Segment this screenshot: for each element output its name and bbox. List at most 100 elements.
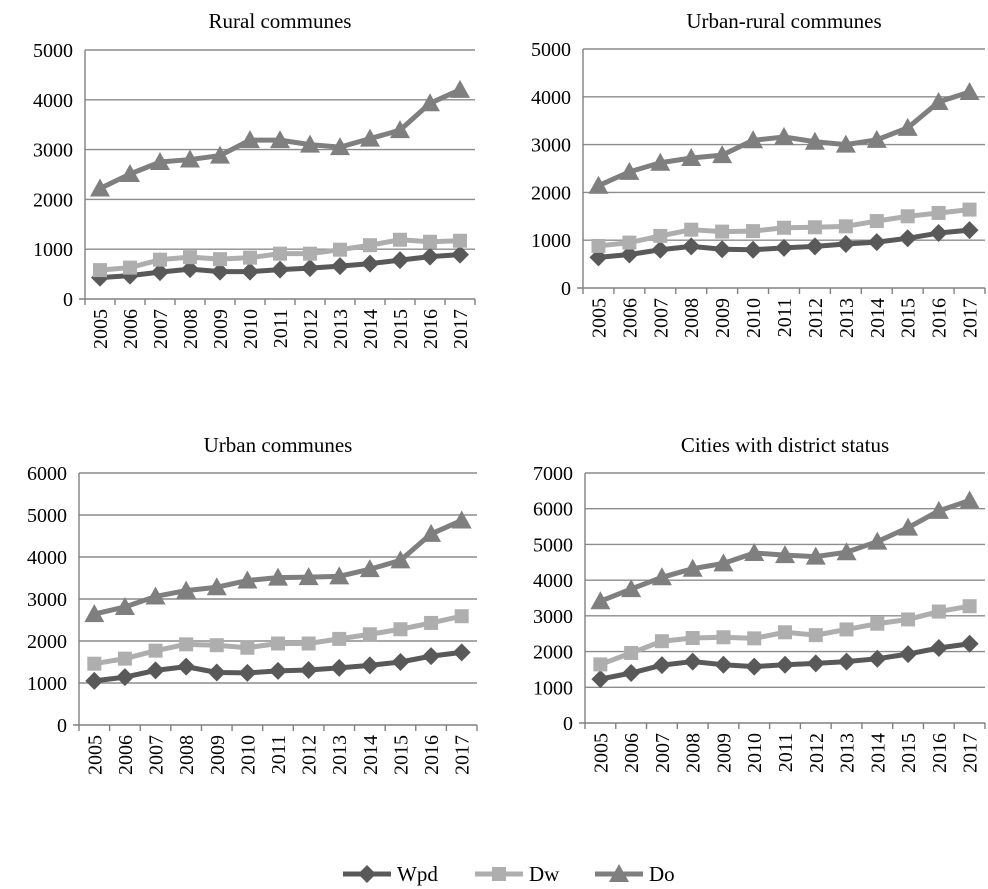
legend: Wpd Dw Do	[343, 862, 675, 886]
y-tick-label: 5000	[531, 39, 571, 61]
data-point-wpd	[451, 245, 469, 264]
y-tick-label: 0	[563, 713, 573, 735]
data-point-dw	[179, 637, 194, 652]
y-tick-label: 6000	[27, 463, 67, 485]
data-point-do	[928, 500, 949, 519]
data-point-do	[329, 566, 350, 585]
data-point-dw	[362, 627, 377, 642]
data-point-dw	[393, 232, 407, 247]
data-point-dw	[778, 625, 792, 640]
data-point-dw	[931, 205, 946, 220]
x-tick-label: 2009	[207, 735, 229, 775]
data-point-do	[390, 550, 411, 569]
data-point-wpd	[146, 661, 165, 680]
data-point-wpd	[207, 663, 226, 682]
data-point-wpd	[868, 649, 887, 668]
data-point-wpd	[422, 647, 441, 666]
data-point-do	[836, 542, 857, 561]
data-point-wpd	[714, 655, 733, 674]
x-tick-label: 2016	[420, 309, 442, 349]
x-tick-label: 2012	[806, 733, 828, 773]
x-tick-label: 2008	[683, 733, 705, 773]
data-point-do	[150, 152, 170, 171]
x-tick-label: 2011	[268, 735, 290, 774]
chart-panel: Urban-rural communes 0 1000 2000 3000 4000 500…	[531, 9, 986, 338]
data-point-do	[114, 596, 135, 615]
y-tick-label: 2000	[531, 182, 571, 204]
data-point-do	[176, 580, 197, 599]
y-tick-label: 3000	[531, 135, 571, 157]
data-point-do	[959, 82, 980, 101]
data-point-do	[804, 131, 825, 150]
data-point-do	[774, 126, 794, 145]
data-point-wpd	[622, 664, 641, 682]
x-tick-label: 2005	[590, 733, 612, 773]
data-point-do	[390, 120, 410, 139]
data-point-dw	[869, 214, 884, 229]
y-tick-label: 4000	[33, 90, 73, 112]
data-point-wpd	[269, 661, 287, 680]
data-point-do	[120, 164, 140, 183]
x-tick-label: 2009	[210, 309, 232, 349]
data-point-wpd	[929, 224, 948, 243]
x-tick-label: 2006	[621, 733, 643, 773]
data-point-wpd	[652, 656, 671, 675]
data-point-dw	[777, 220, 791, 235]
x-tick-label: 2009	[713, 733, 735, 773]
data-point-do	[421, 523, 442, 542]
data-point-do	[588, 175, 609, 194]
data-point-do	[180, 149, 200, 168]
data-point-wpd	[391, 653, 410, 671]
legend-label: Wpd	[397, 862, 438, 886]
x-tick-label: 2017	[960, 298, 982, 338]
data-point-do	[835, 134, 856, 153]
data-point-wpd	[452, 643, 471, 662]
data-point-wpd	[85, 671, 104, 690]
x-tick-label: 2012	[805, 298, 827, 338]
data-point-wpd	[301, 259, 319, 278]
data-point-dw	[423, 234, 437, 249]
chart-title: Urban communes	[204, 433, 353, 457]
x-tick-label: 2009	[712, 298, 734, 338]
y-tick-label: 5000	[33, 40, 73, 62]
data-point-do	[84, 604, 105, 623]
data-point-do	[206, 577, 227, 596]
x-tick-label: 2014	[867, 733, 889, 773]
data-point-dw	[593, 657, 608, 672]
data-point-dw	[453, 233, 467, 248]
data-point-wpd	[745, 657, 764, 676]
data-point-dw	[870, 616, 885, 631]
data-point-dw	[183, 250, 197, 265]
data-point-dw	[684, 222, 699, 237]
data-point-do	[775, 545, 795, 564]
data-point-wpd	[682, 237, 701, 256]
y-tick-label: 3000	[27, 589, 67, 611]
data-point-wpd	[299, 660, 318, 679]
data-point-wpd	[836, 235, 855, 254]
x-tick-label: 2013	[836, 298, 858, 338]
data-point-dw	[273, 246, 287, 261]
data-point-do	[359, 559, 380, 578]
x-tick-label: 2011	[270, 309, 292, 348]
data-point-do	[270, 130, 290, 149]
data-point-do	[621, 579, 642, 598]
x-tick-label: 2008	[176, 735, 198, 775]
data-point-wpd	[744, 240, 763, 259]
data-point-dw	[209, 638, 224, 653]
data-point-do	[651, 567, 672, 586]
x-tick-label: 2012	[300, 309, 322, 349]
x-tick-label: 2008	[681, 298, 703, 338]
data-point-do	[268, 567, 288, 586]
data-point-wpd	[211, 262, 229, 281]
x-tick-label: 2015	[390, 735, 412, 775]
y-tick-label: 3000	[33, 140, 73, 162]
data-point-dw	[271, 636, 285, 651]
y-tick-label: 4000	[27, 547, 67, 569]
data-point-wpd	[837, 652, 856, 671]
data-point-wpd	[620, 245, 639, 264]
x-tick-label: 2011	[775, 733, 797, 772]
data-point-do	[298, 567, 319, 586]
x-tick-label: 2014	[867, 298, 889, 338]
x-tick-label: 2005	[84, 735, 106, 775]
diamond-icon	[358, 865, 376, 883]
